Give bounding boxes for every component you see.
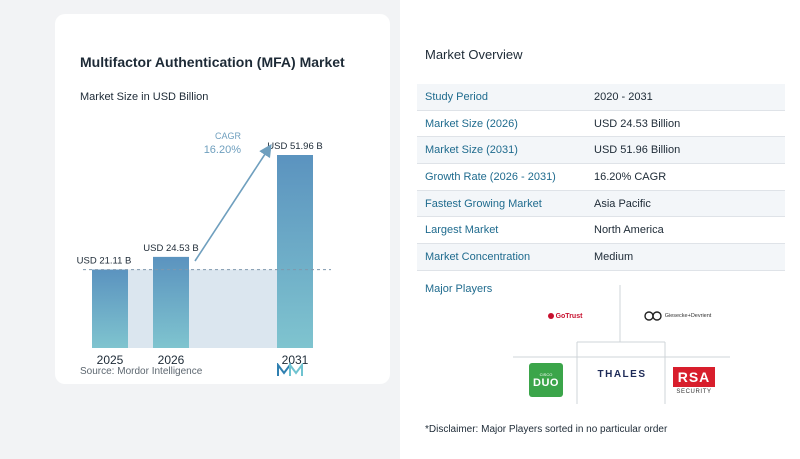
- row-value: USD 51.96 Billion: [594, 144, 681, 157]
- row-value: USD 24.53 Billion: [594, 117, 681, 130]
- cagr-label: CAGR: [215, 131, 242, 141]
- row-label: Study Period: [425, 90, 488, 103]
- chart-title: Multifactor Authentication (MFA) Market: [80, 54, 345, 70]
- gotrust-logo-text: GoTrust: [555, 312, 583, 320]
- row-label: Market Size (2031): [425, 144, 518, 157]
- bar-2026: [153, 256, 189, 348]
- category-label-2026: 2026: [158, 353, 185, 367]
- row-value: 2020 - 2031: [594, 90, 653, 103]
- thales-logo: THALES: [597, 368, 647, 380]
- duo-text: DUO: [533, 376, 559, 389]
- row-value: North America: [594, 224, 664, 237]
- table-row: Fastest Growing Market Asia Pacific: [417, 190, 785, 218]
- cisco-text: CISCO: [539, 371, 553, 377]
- gotrust-dot-icon: [547, 313, 554, 319]
- value-label-2031: USD 51.96 B: [267, 141, 322, 152]
- cisco-duo-logo: CISCO DUO: [529, 363, 563, 397]
- overview-title: Market Overview: [425, 47, 523, 62]
- rsa-text: RSA: [673, 367, 715, 387]
- players-grid-lines: [513, 285, 730, 404]
- value-label-2025: USD 21.11 B: [77, 256, 132, 267]
- table-row: Study Period 2020 - 2031: [417, 84, 785, 111]
- rsa-logo: RSA SECURITY: [670, 364, 718, 398]
- chart-card: Multifactor Authentication (MFA) Market …: [55, 14, 390, 384]
- table-row: Growth Rate (2026 - 2031) 16.20% CAGR: [417, 164, 785, 191]
- cagr-value: 16.20%: [204, 144, 242, 156]
- row-label: Market Concentration: [425, 250, 531, 263]
- table-row: Market Concentration Medium: [417, 244, 785, 271]
- baseline-shade: [92, 269, 313, 348]
- chart-subtitle: Market Size in USD Billion: [80, 91, 209, 103]
- row-label: Fastest Growing Market: [425, 197, 542, 210]
- gd-monogram-icon: [643, 311, 662, 321]
- row-label: Growth Rate (2026 - 2031): [425, 170, 556, 183]
- row-value: Medium: [594, 250, 634, 263]
- market-overview-panel: Market Overview Study Period 2020 - 2031…: [400, 0, 800, 459]
- row-label: Market Size (2026): [425, 117, 518, 130]
- bar-2025: [92, 269, 128, 348]
- row-value: Asia Pacific: [594, 197, 651, 210]
- rsa-security-text: SECURITY: [676, 389, 712, 395]
- bar-chart: USD 21.11 B USD 24.53 B USD 51.96 B 2025 202…: [77, 131, 331, 367]
- row-label: Largest Market: [425, 224, 499, 237]
- category-label-2025: 2025: [97, 353, 124, 367]
- row-value: 16.20% CAGR: [594, 170, 667, 183]
- gotrust-logo: GoTrust: [530, 308, 600, 324]
- mordor-logo-icon: [277, 363, 303, 376]
- table-row: Market Size (2026) USD 24.53 Billion: [417, 111, 785, 138]
- overview-table: Study Period 2020 - 2031 Market Size (20…: [417, 84, 785, 271]
- table-row: Market Size (2031) USD 51.96 Billion: [417, 137, 785, 165]
- major-players-title: Major Players: [425, 283, 493, 295]
- value-label-2026: USD 24.53 B: [143, 243, 198, 254]
- disclaimer-text: *Disclaimer: Major Players sorted in no …: [425, 424, 668, 435]
- bar-2031: [277, 155, 313, 348]
- gd-logo-text: Giesecke+Devrient: [664, 313, 712, 319]
- table-row: Largest Market North America: [417, 217, 785, 245]
- source-text: Source: Mordor Intelligence: [80, 366, 203, 377]
- growth-arrow: [194, 143, 272, 262]
- giesecke-devrient-logo: Giesecke+Devrient: [635, 308, 720, 324]
